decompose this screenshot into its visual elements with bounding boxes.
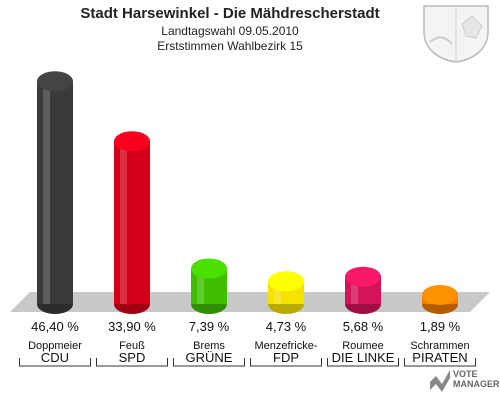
category-label-gr-ne: GRÜNE xyxy=(186,350,233,365)
bar-fdp xyxy=(268,271,304,314)
bar-top xyxy=(37,71,73,92)
bar-spd xyxy=(114,131,150,314)
category-bracket-piraten xyxy=(404,358,476,367)
value-label-fdp: 4,73 % xyxy=(266,319,307,334)
bar-body-front xyxy=(37,81,73,304)
category-bracket-fdp xyxy=(250,358,322,367)
bar-top xyxy=(191,258,227,279)
bar-highlight xyxy=(120,141,127,304)
bar-gr-ne xyxy=(191,258,227,314)
category-label-piraten: PIRATEN xyxy=(412,350,467,365)
value-label-piraten: 1,89 % xyxy=(420,319,461,334)
vote-manager-brand: VOTE MANAGER xyxy=(453,369,500,389)
bar-top xyxy=(114,131,150,152)
category-bracket-spd xyxy=(96,358,168,367)
bar-top xyxy=(268,271,304,292)
category-label-cdu: CDU xyxy=(41,350,69,365)
category-bracket-die-linke xyxy=(327,358,399,367)
chart-title: Stadt Harsewinkel - Die Mähdrescherstadt xyxy=(80,5,380,22)
brand-line-2: MANAGER xyxy=(453,379,500,389)
category-bracket-cdu xyxy=(19,358,91,367)
candidate-label-die-linke: Roumee xyxy=(342,340,384,352)
bar-highlight xyxy=(197,268,204,304)
chart-subtitle-district: Erststimmen Wahlbezirk 15 xyxy=(157,39,303,53)
candidate-label-fdp: Menzefricke- xyxy=(255,340,318,352)
bar-top xyxy=(422,284,458,305)
category-label-spd: SPD xyxy=(119,350,146,365)
value-label-spd: 33,90 % xyxy=(108,319,156,334)
bar-highlight xyxy=(43,81,50,304)
vote-manager-logo-icon xyxy=(430,370,450,392)
candidate-label-gr-ne: Brems xyxy=(193,340,225,352)
chart-subtitle-election: Landtagswahl 09.05.2010 xyxy=(161,24,299,38)
category-label-die-linke: DIE LINKE xyxy=(332,350,395,365)
candidate-label-spd: Feuß xyxy=(119,340,145,352)
bar-piraten xyxy=(422,284,458,314)
bar-body-front xyxy=(114,141,150,304)
category-label-fdp: FDP xyxy=(273,350,299,365)
value-label-cdu: 46,40 % xyxy=(31,319,79,334)
bar-cdu xyxy=(37,71,73,314)
bar-top xyxy=(345,266,381,287)
bar-die-linke xyxy=(345,266,381,314)
bar-highlight xyxy=(351,276,358,304)
value-label-die-linke: 5,68 % xyxy=(343,319,384,334)
coat-of-arms-icon xyxy=(423,5,489,63)
candidate-label-cdu: Doppmeier xyxy=(28,340,82,352)
chart-floor xyxy=(10,292,490,312)
value-label-gr-ne: 7,39 % xyxy=(189,319,230,334)
brand-line-1: VOTE xyxy=(453,369,478,379)
bar-highlight xyxy=(274,281,281,304)
candidate-label-piraten: Schrammen xyxy=(410,340,469,352)
category-bracket-gr-ne xyxy=(173,358,245,367)
